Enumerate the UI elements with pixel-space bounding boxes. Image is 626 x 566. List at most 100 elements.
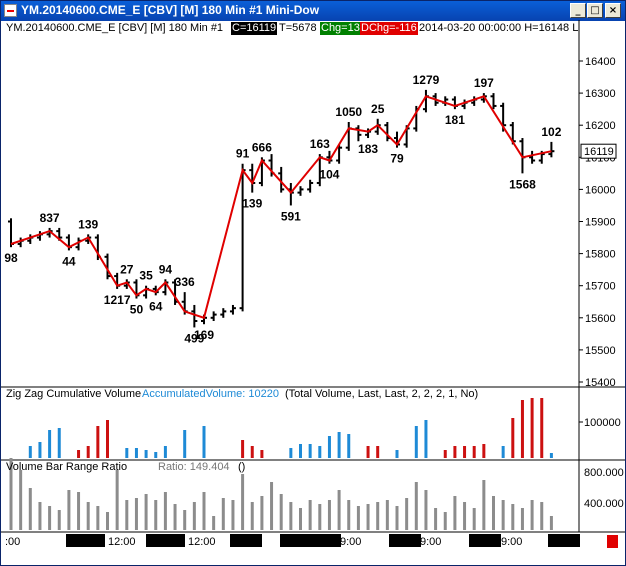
volume-bar [549, 453, 553, 458]
ohlc-bar [210, 311, 217, 322]
time-axis: :00 12-11 12:00 12-12 12:00 3-14 3-16 3-17 9:00 3… [5, 534, 580, 548]
pane-separators [1, 20, 625, 533]
last-price-label: 16119 [584, 146, 614, 158]
ratio-bar [279, 494, 283, 530]
close-button[interactable]: × [605, 3, 621, 18]
zigzag-label: 27 [120, 262, 134, 276]
volume-bar [308, 444, 312, 458]
volume-bar [183, 430, 187, 458]
ratio-bar [530, 500, 534, 530]
volume-bar [414, 426, 418, 458]
ratio-bar [173, 504, 177, 530]
ratio-bar [86, 502, 90, 530]
zigzag-label: 591 [281, 209, 301, 223]
volume-axis-label: 100000 [584, 417, 621, 429]
volume-bar [48, 430, 52, 458]
time-axis-label: 3-18 [391, 536, 413, 548]
ratio-bar [501, 500, 505, 530]
zigzag-label: 1568 [509, 177, 536, 191]
zigzag-line [10, 95, 552, 320]
ohlc-bar [490, 93, 497, 110]
time-axis-label: 3-14 [232, 536, 254, 548]
maximize-button[interactable]: □ [587, 3, 603, 18]
zigzag-label: 25 [371, 102, 385, 116]
close-value: C=16119 [231, 22, 278, 35]
ratio-pane [9, 458, 553, 530]
ratio-bar [241, 474, 245, 530]
volume-bar [202, 426, 206, 458]
status-header: YM.20140600.CME_E [CBV] [M] 180 Min #1 C… [1, 22, 625, 36]
title-bar[interactable]: YM.20140600.CME_E [CBV] [M] 180 Min #1 M… [1, 1, 625, 21]
volume-bar [154, 452, 158, 458]
ratio-bar [549, 516, 553, 530]
price-tick-label: 15800 [585, 249, 616, 261]
ratio-bar [19, 470, 23, 530]
time-axis-label: 9:00 [420, 536, 441, 548]
ratio-bar [183, 510, 187, 530]
ratio-bar [163, 492, 167, 530]
zigzag-label: 163 [310, 137, 330, 151]
ratio-bar [202, 492, 206, 530]
time-axis-label: 12:00 [188, 536, 216, 548]
ratio-bar [366, 504, 370, 530]
price-tick-label: 15600 [585, 313, 616, 325]
volume-bar [443, 450, 447, 458]
date-pill [66, 534, 105, 547]
scroll-marker-icon[interactable] [607, 535, 618, 548]
date-pill [469, 534, 501, 547]
volume-bar [144, 450, 148, 458]
volume-bar [463, 446, 467, 458]
date-pill [389, 534, 421, 547]
time-axis-label: 12-12 [148, 536, 176, 548]
ratio-bar [144, 494, 148, 530]
ohlc-bar [278, 166, 285, 193]
indicator2-params: () [238, 461, 245, 473]
ratio-bar [28, 488, 32, 530]
zigzag-label: 837 [40, 211, 60, 225]
date-pill [280, 534, 312, 547]
volume-bar [86, 446, 90, 458]
time-axis-label: 12:00 [108, 536, 136, 548]
time-axis-label: 3-19 [471, 536, 493, 548]
ratio-bar [356, 506, 360, 530]
time-axis-label: 9:00 [501, 536, 522, 548]
ohlc-bar [336, 144, 343, 164]
ratio-bar [134, 498, 138, 530]
ratio-bar [540, 502, 544, 530]
ratio-bar [192, 502, 196, 530]
minimize-button[interactable]: _ [570, 3, 586, 18]
ratio-bar [48, 506, 52, 530]
ratio-bar [9, 458, 13, 530]
volume-bar [376, 446, 380, 458]
zigzag-label: 139 [242, 197, 262, 211]
ratio-axis-label-mid: 400.000 [584, 498, 624, 510]
daily-change-value: DChg=-116 [360, 22, 418, 35]
date-pill [230, 534, 262, 547]
volume-bar [511, 418, 515, 458]
ohlc-bar [307, 179, 314, 193]
ratio-bar [453, 496, 457, 530]
ratio-bar [67, 490, 71, 530]
volume-bar [540, 398, 544, 458]
ratio-bar [463, 502, 467, 530]
volume-bar [260, 450, 264, 458]
date-pill [309, 534, 341, 547]
zigzag-label: 104 [319, 168, 339, 182]
volume-bar [327, 436, 331, 458]
volume-bar [366, 446, 370, 458]
price-tick-label: 15700 [585, 281, 616, 293]
zigzag-label: 44 [62, 254, 76, 268]
volume-bar [106, 420, 109, 458]
zigzag-label: 336 [175, 275, 195, 289]
zigzag-label: 50 [130, 303, 144, 317]
ohlc-bar [229, 304, 236, 315]
volume-bar [289, 448, 293, 458]
indicator2-value: Ratio: 149.404 [158, 461, 230, 473]
ohlc-bar [191, 304, 198, 328]
zigzag-label: 35 [139, 269, 153, 283]
zigzag-label: 91 [236, 147, 250, 161]
zigzag-label: 1050 [335, 105, 362, 119]
last-price-box [580, 143, 617, 159]
